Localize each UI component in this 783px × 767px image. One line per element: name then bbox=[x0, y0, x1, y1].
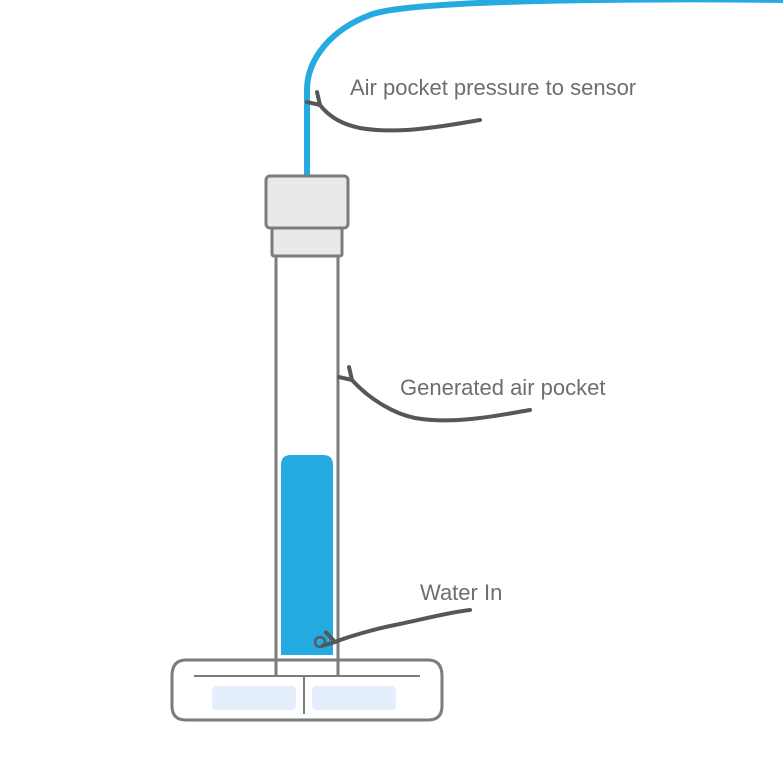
label-air-pressure: Air pocket pressure to sensor bbox=[350, 75, 636, 100]
callout-arrow bbox=[320, 105, 480, 130]
label-water-in: Water In bbox=[420, 580, 502, 605]
column-cap bbox=[266, 176, 348, 256]
base-tray bbox=[172, 660, 442, 720]
water-fill bbox=[281, 455, 333, 655]
base-panel-right bbox=[312, 686, 396, 710]
label-air-pocket: Generated air pocket bbox=[400, 375, 605, 400]
base-panel-left bbox=[212, 686, 296, 710]
callout-arrow bbox=[335, 610, 470, 642]
